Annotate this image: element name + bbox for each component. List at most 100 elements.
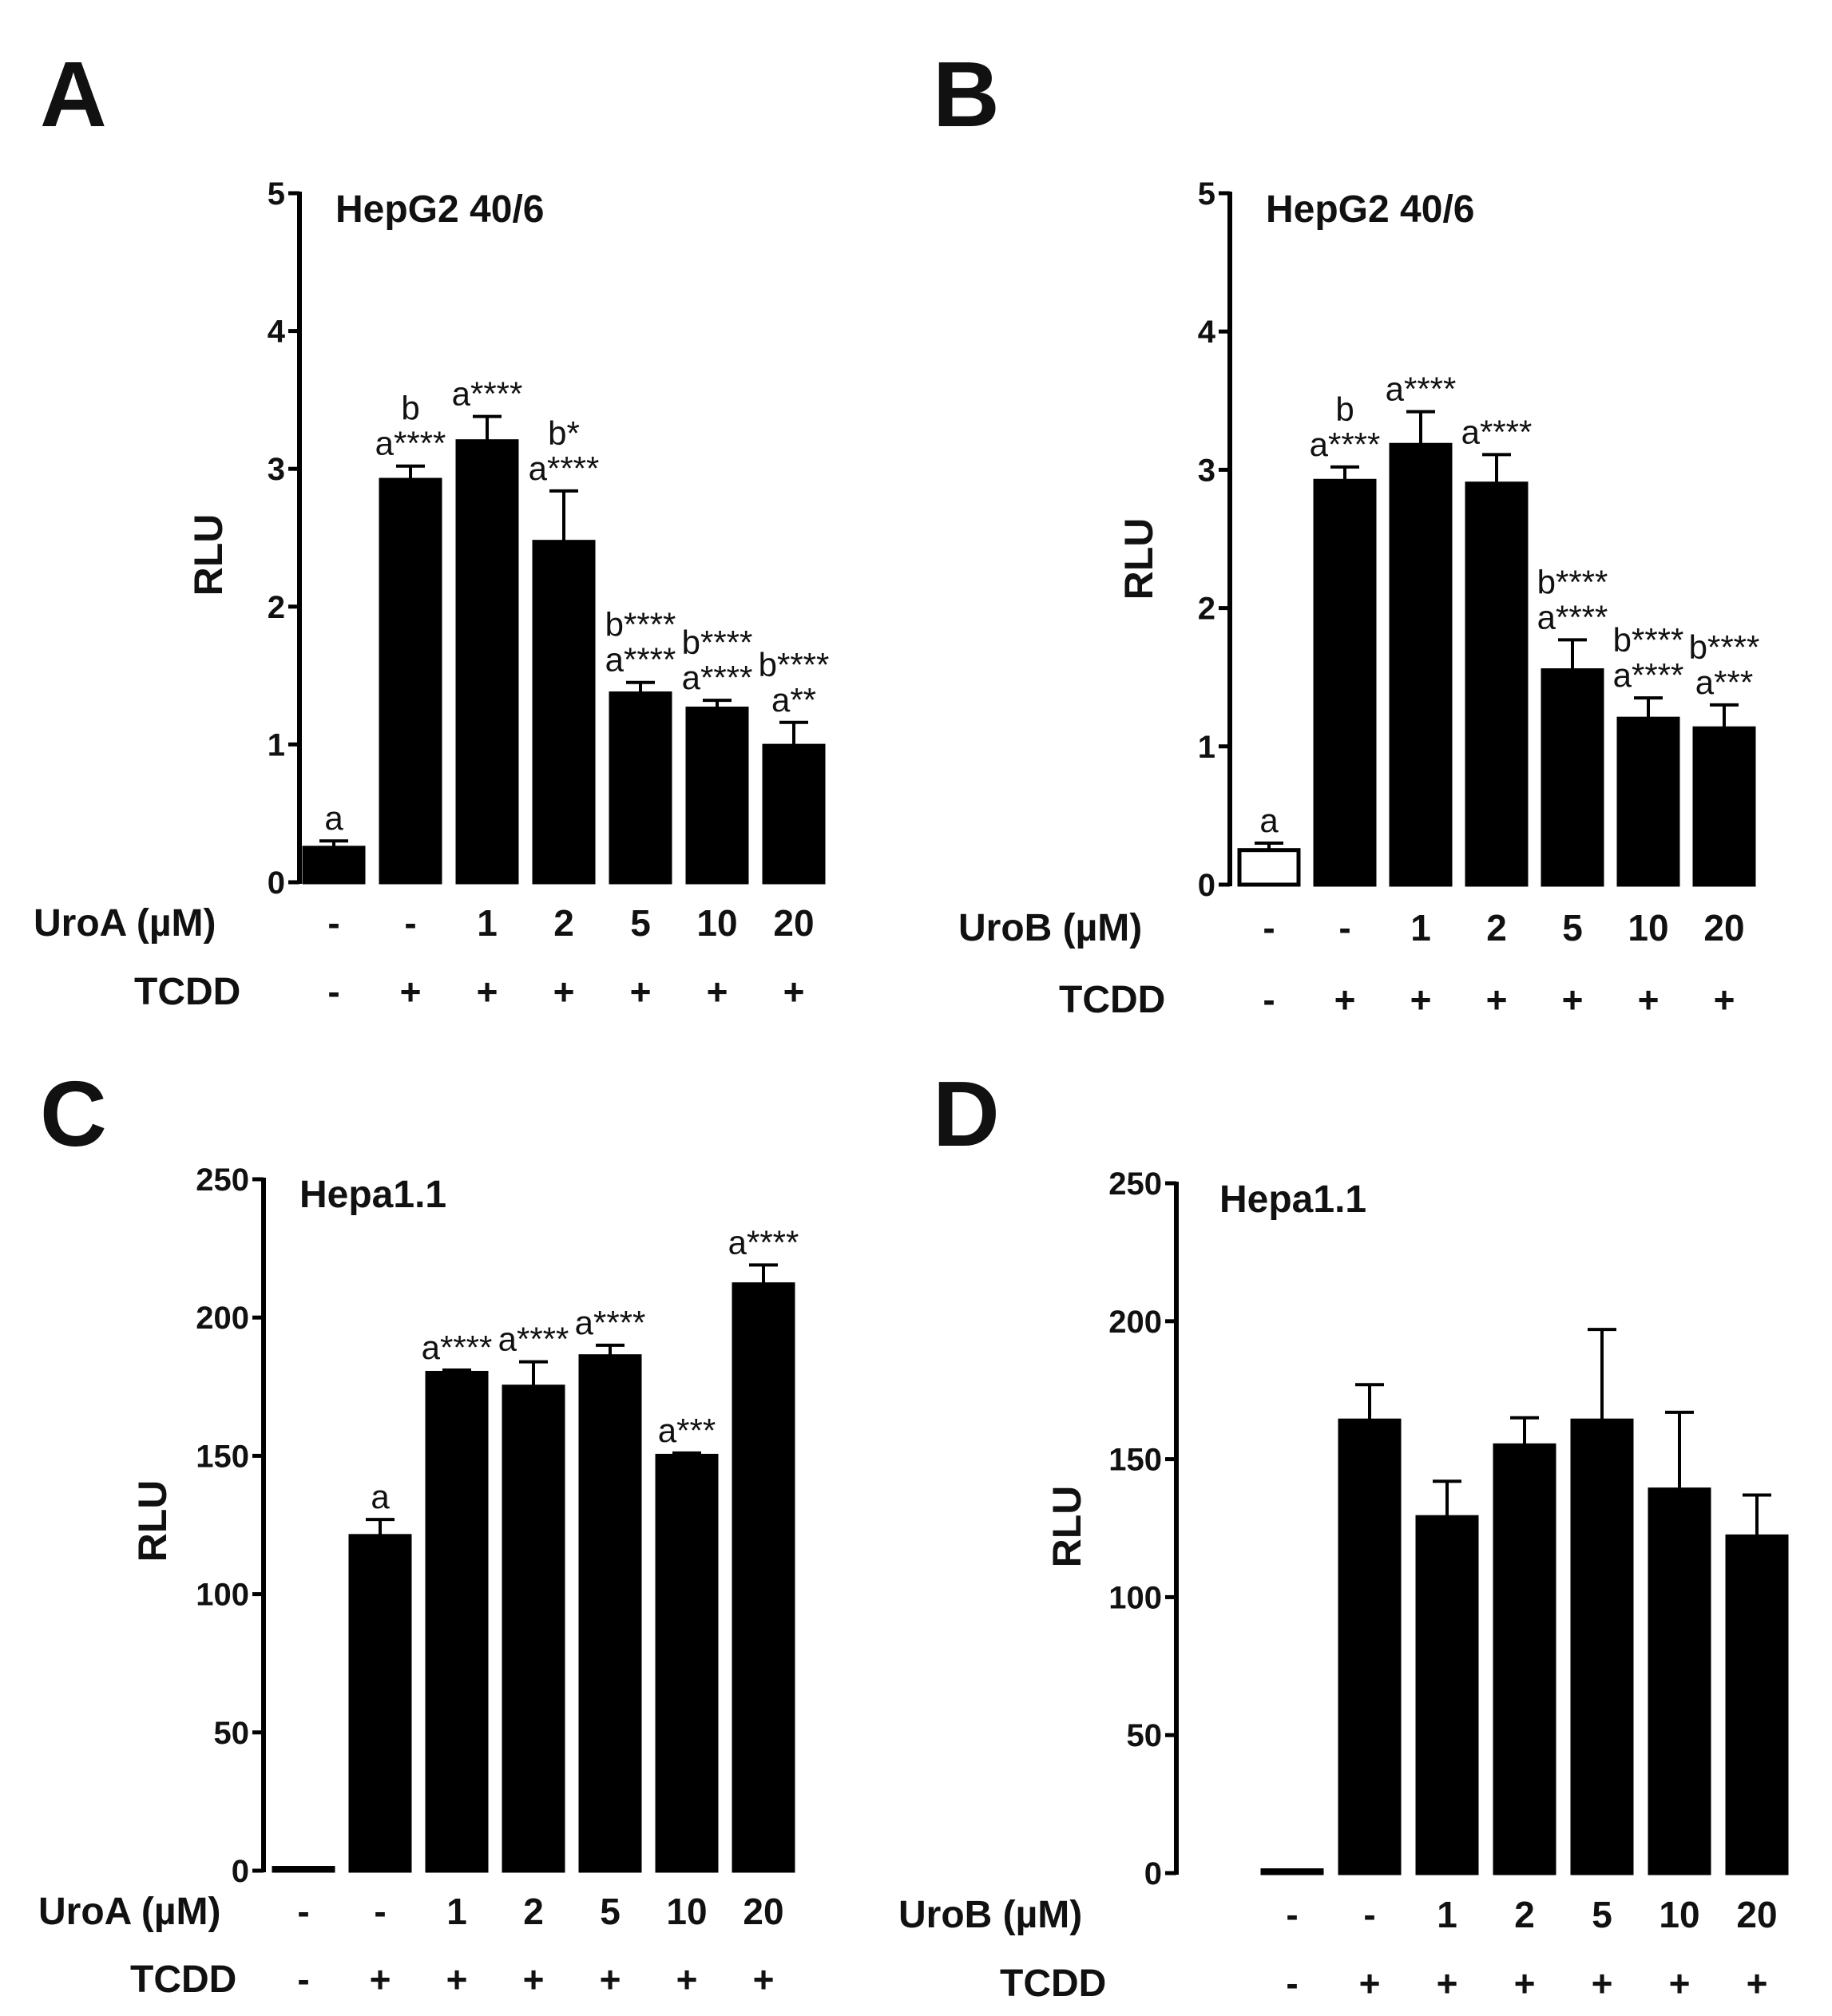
panel-b-y-tick-label: 2 — [1198, 592, 1215, 627]
panel-b-bar — [1389, 442, 1453, 887]
panel-a-tcdd-value: - — [327, 971, 339, 1012]
panel-b-title: HepG2 40/6 — [1266, 188, 1474, 231]
panel-c-y-tick-label: 250 — [196, 1162, 249, 1198]
panel-d-tcdd-value: - — [1286, 1963, 1298, 2004]
panel-d-y-tick-label: 100 — [1108, 1580, 1162, 1615]
panel-c-significance-label: a**** — [422, 1329, 493, 1366]
panel-d-bar — [1570, 1418, 1634, 1875]
panel-c-y-axis-label: RLU — [130, 1480, 175, 1562]
panel-a-significance-label: b**** — [605, 606, 676, 644]
panel-c-y-tick-label: 100 — [196, 1578, 249, 1613]
panel-a-dose-value: 20 — [773, 902, 814, 944]
panel-c-dose-value: - — [374, 1891, 386, 1932]
panel-c-title: Hepa1.1 — [299, 1174, 446, 1216]
panel-a-plot-area: 012345a--a****b-+a****1+a****b*2+a****b*… — [268, 176, 830, 1012]
panel-d-tcdd-value: + — [1747, 1963, 1768, 2004]
panel-d-bar — [1725, 1534, 1789, 1875]
panel-d-condition-label-1: UroB (µM) — [898, 1894, 1082, 1936]
panel-b-tcdd-value: - — [1263, 979, 1275, 1020]
panel-b-significance-label: a**** — [1613, 656, 1684, 694]
panel-b-bar — [1465, 481, 1529, 887]
panel-d-dose-value: 1 — [1437, 1894, 1457, 1935]
panel-b-significance-label: b**** — [1537, 563, 1608, 600]
panel-c-dose-value: 10 — [666, 1891, 707, 1932]
panel-b-tcdd-value: + — [1410, 979, 1432, 1020]
panel-a-tcdd-value: + — [707, 971, 728, 1012]
panel-a-tcdd-value: + — [783, 971, 805, 1012]
panel-a-dose-value: 10 — [696, 902, 737, 944]
panel-c-tcdd-value: + — [523, 1959, 545, 2000]
panel-b-bar — [1313, 478, 1377, 887]
panel-d-tcdd-value: + — [1592, 1963, 1613, 2004]
panel-b-y-tick-label: 3 — [1198, 453, 1215, 488]
panel-c-bar — [502, 1384, 565, 1873]
panel-c-significance-label: a**** — [498, 1321, 569, 1358]
panel-a-dose-value: 2 — [553, 902, 574, 944]
panel-b-dose-value: 1 — [1410, 907, 1431, 949]
panel-b-y-axis-label: RLU — [1116, 518, 1161, 600]
panel-d-dose-value: 20 — [1736, 1894, 1777, 1935]
panel-c-y-tick-label: 0 — [232, 1854, 249, 1889]
panel-b-significance-label: a**** — [1386, 370, 1457, 408]
panel-a-significance-label: a** — [771, 681, 816, 719]
panel-a-tcdd-value: + — [630, 971, 652, 1012]
panel-c-significance-label: a*** — [658, 1412, 716, 1449]
panel-d-y-tick-label: 50 — [1127, 1718, 1163, 1753]
panel-d-plot-area: 0 50 100 150 200 250 - - - +1 +2 +5 +10 +20 + — [1108, 1166, 1789, 2004]
panel-c-condition-label-2: TCDD — [130, 1959, 236, 2001]
panel-b-y-tick-label: 1 — [1198, 730, 1215, 765]
panel-letter-d: D — [933, 1062, 1000, 1166]
panel-a-tcdd-value: + — [477, 971, 498, 1012]
panel-a-tcdd-value: + — [400, 971, 422, 1012]
panel-b-dose-value: 10 — [1628, 907, 1668, 949]
panel-b-dose-value: - — [1263, 907, 1275, 949]
panel-a-significance-label: b* — [548, 414, 580, 452]
panel-b-dose-value: 2 — [1486, 907, 1507, 949]
panel-a-bar — [609, 691, 672, 885]
panel-a-bar — [532, 540, 596, 885]
panel-b-condition-label-1: UroB (µM) — [958, 907, 1142, 949]
panel-b-bar — [1616, 716, 1680, 887]
panel-a-tcdd-value: + — [553, 971, 575, 1012]
panel-d-y-axis-label: RLU — [1045, 1486, 1089, 1568]
panel-a-bar — [302, 846, 366, 885]
panel-a-dose-value: - — [404, 902, 416, 944]
panel-b: B HepG2 40/6 RLU 012345a--a****b-+a****1… — [933, 42, 1759, 1021]
panel-d-bar — [1260, 1868, 1324, 1875]
panel-a-y-tick-label: 3 — [268, 452, 285, 487]
panel-letter-b: B — [933, 42, 1000, 146]
panel-a-y-tick-label: 0 — [268, 865, 285, 901]
panel-c: C Hepa1.1 RLU 0 50 100 150 200 250 - - a - + a**** 1… — [38, 1062, 799, 2001]
panel-c-plot-area: 0 50 100 150 200 250 - - a - + a**** 1 + a**** 2 + a**** 5… — [196, 1162, 799, 2000]
panel-a-dose-value: - — [327, 902, 339, 944]
panel-b-condition-label-2: TCDD — [1059, 979, 1165, 1021]
panel-d-bar — [1415, 1515, 1479, 1875]
panel-c-dose-value: 2 — [523, 1891, 544, 1932]
panel-c-bar — [425, 1370, 489, 1873]
panel-b-dose-value: - — [1338, 907, 1350, 949]
panel-a-significance-label: a**** — [452, 375, 523, 413]
panel-b-bar — [1237, 848, 1301, 887]
panel-b-tcdd-value: + — [1334, 979, 1356, 1020]
panel-c-bar — [578, 1354, 642, 1873]
panel-c-y-tick-label: 200 — [196, 1301, 249, 1336]
panel-b-significance-label: b — [1335, 390, 1354, 428]
panel-a-bar — [762, 743, 826, 885]
panel-c-tcdd-value: + — [753, 1959, 775, 2000]
panel-b-significance-label: b**** — [1689, 628, 1760, 666]
panel-c-significance-label: a — [371, 1478, 390, 1515]
panel-a-significance-label: a**** — [375, 425, 446, 462]
panel-c-significance-label: a**** — [728, 1223, 799, 1261]
panel-b-y-tick-label: 0 — [1198, 868, 1215, 903]
panel-a-significance-label: b**** — [759, 646, 830, 683]
panel-d-bar — [1648, 1487, 1711, 1875]
panel-d-condition-label-2: TCDD — [1000, 1963, 1106, 2005]
panel-a-significance-label: a**** — [682, 659, 753, 696]
panel-a-condition-label-2: TCDD — [134, 971, 240, 1013]
panel-b-tcdd-value: + — [1486, 979, 1508, 1020]
panel-a-dose-value: 1 — [477, 902, 498, 944]
panel-c-significance-label: a**** — [575, 1304, 646, 1341]
panel-c-dose-value: 1 — [446, 1891, 467, 1932]
panel-a-y-tick-label: 1 — [268, 727, 285, 762]
